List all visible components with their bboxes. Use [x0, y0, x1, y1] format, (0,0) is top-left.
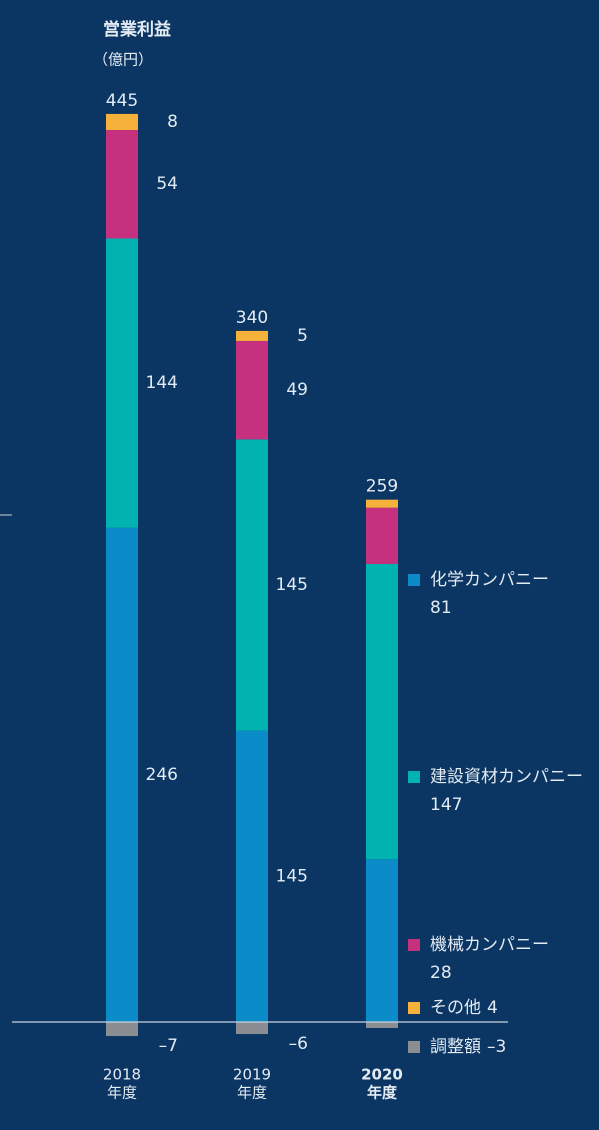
bar-segment — [106, 528, 138, 1022]
page: {"chart_data": {"type": "stacked-bar", "… — [0, 0, 599, 1130]
legend-swatch — [408, 771, 420, 783]
bar-segment — [236, 341, 268, 439]
bar-segment — [366, 500, 398, 508]
bar-segment — [366, 1022, 398, 1028]
x-tick-label: 2020 — [361, 1066, 403, 1084]
bar-segment — [366, 859, 398, 1022]
value-label: 145 — [276, 575, 308, 595]
legend-label: 調整額 — [430, 1037, 481, 1057]
legend-value: 28 — [430, 963, 452, 983]
value-label: 8 — [167, 112, 178, 132]
x-tick-label: 年度 — [107, 1084, 137, 1102]
legend-value: 147 — [430, 795, 462, 815]
bar-segment — [366, 508, 398, 564]
chart: 営業利益 （億円） 246144548–74452018年度145145495–… — [0, 0, 599, 1130]
bar-segment — [236, 731, 268, 1022]
value-label: –6 — [289, 1034, 308, 1054]
unit-label: （億円） — [93, 51, 153, 69]
legend-value: 81 — [430, 598, 452, 618]
bar-segment — [106, 114, 138, 130]
legend-swatch — [408, 939, 420, 951]
legend-entry: 調整額 –3 — [430, 1037, 506, 1057]
legend-swatch — [408, 1002, 420, 1014]
value-label: –7 — [159, 1036, 178, 1056]
background — [0, 0, 599, 1130]
value-label: 49 — [286, 380, 308, 400]
value-label: 5 — [297, 326, 308, 346]
legend-label: 建設資材カンパニー — [430, 767, 583, 787]
legend-swatch — [408, 1041, 420, 1053]
legend-swatch — [408, 574, 420, 586]
x-tick-label: 年度 — [237, 1084, 267, 1102]
value-label: 246 — [146, 765, 178, 785]
total-label: 445 — [106, 91, 138, 111]
bar-segment — [106, 238, 138, 527]
value-label: 145 — [276, 866, 308, 886]
legend-entry: その他 4 — [430, 998, 498, 1018]
legend-label: その他 — [430, 998, 481, 1018]
legend-label: 機械カンパニー — [430, 935, 549, 955]
bar-segment — [236, 1022, 268, 1034]
bar-segment — [106, 130, 138, 238]
chart-title: 営業利益 — [103, 19, 171, 40]
value-label: 54 — [156, 174, 178, 194]
bar-segment — [366, 564, 398, 859]
x-tick-label: 2019 — [233, 1066, 271, 1084]
legend-value: 4 — [487, 998, 498, 1018]
legend-value: –3 — [487, 1037, 506, 1057]
legend-label: 化学カンパニー — [430, 570, 549, 590]
x-tick-label: 2018 — [103, 1066, 141, 1084]
bar-segment — [236, 439, 268, 730]
bar-segment — [236, 331, 268, 341]
bar-segment — [106, 1022, 138, 1036]
total-label: 259 — [366, 477, 398, 497]
value-label: 144 — [146, 373, 178, 393]
x-tick-label: 年度 — [367, 1084, 398, 1102]
total-label: 340 — [236, 308, 268, 328]
